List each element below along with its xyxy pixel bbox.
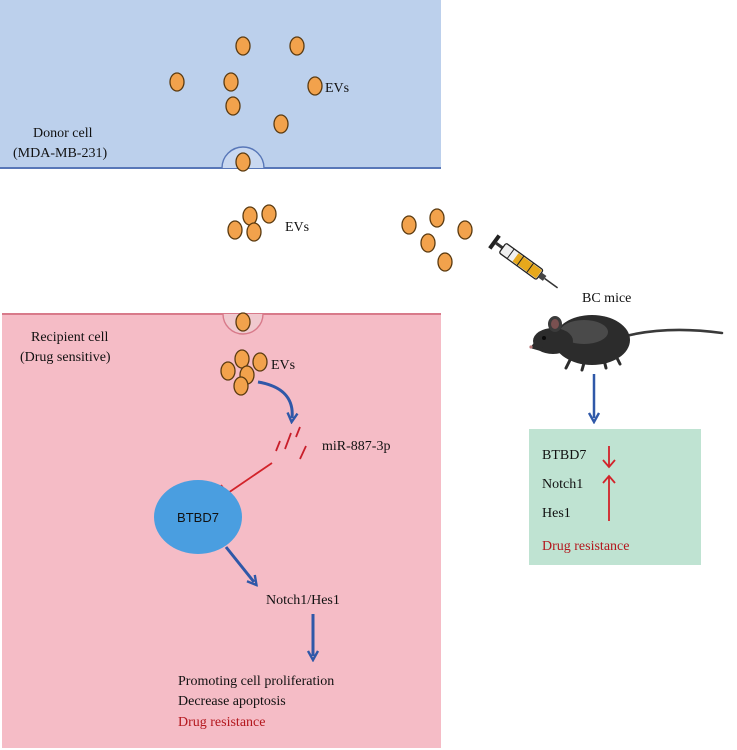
mice-drug-resistance: Drug resistance — [542, 539, 629, 554]
ev-particle — [457, 220, 473, 240]
injected-evs — [401, 208, 473, 272]
ev-particle — [223, 72, 239, 92]
recipient-cell-subtitle: (Drug sensitive) — [20, 350, 111, 365]
ev-particle — [252, 352, 268, 372]
outcome-proliferation: Promoting cell proliferation — [178, 674, 334, 689]
ev-particle — [233, 376, 249, 396]
recipient-ev-label: EVs — [271, 358, 295, 373]
down-arrow-icon — [602, 446, 616, 469]
donor-ev-label: EVs — [325, 81, 349, 96]
mice-result-box: BTBD7 Notch1 Hes1 Drug resistance — [529, 429, 701, 565]
ev-particle — [235, 152, 251, 172]
ev-particle — [261, 204, 277, 224]
result-box-background — [529, 429, 701, 565]
ev-particle — [289, 36, 305, 56]
marker-notch1: Notch1 — [542, 477, 583, 492]
btbd7-node — [154, 480, 242, 554]
recipient-cell-title: Recipient cell — [31, 330, 108, 345]
ev-particle — [420, 233, 436, 253]
syringe-icon — [488, 234, 559, 289]
ev-particle — [401, 215, 417, 235]
mouse-icon — [529, 315, 724, 372]
outcome-apoptosis: Decrease apoptosis — [178, 694, 286, 709]
ev-to-mirna-arrow — [257, 380, 292, 418]
marker-hes1: Hes1 — [542, 506, 571, 521]
marker-btbd7: BTBD7 — [542, 448, 586, 463]
donor-cell-title: Donor cell — [33, 126, 93, 141]
ev-particle — [429, 208, 445, 228]
mice-label: BC mice — [582, 291, 631, 306]
notch-hes-label: Notch1/Hes1 — [266, 593, 340, 608]
ev-particle — [235, 312, 251, 332]
donor-cell: EVs Donor cell (MDA-MB-231) — [0, 0, 441, 172]
donor-cell-subtitle: (MDA-MB-231) — [13, 146, 107, 161]
transit-evs: EVs — [227, 204, 309, 242]
up-arrow-icon — [602, 474, 616, 521]
ev-particle — [307, 76, 323, 96]
ev-particle — [246, 222, 262, 242]
ev-particle — [234, 349, 250, 369]
ev-particle — [225, 96, 241, 116]
outcome-drug-resistance: Drug resistance — [178, 715, 265, 730]
mirna-strand-icon — [275, 426, 307, 460]
ev-particle — [273, 114, 289, 134]
ev-particle — [437, 252, 453, 272]
transit-ev-label: EVs — [285, 220, 309, 235]
btbd7-to-notch-arrow — [224, 546, 254, 582]
ev-particle — [235, 36, 251, 56]
ev-particle — [227, 220, 243, 240]
recipient-cell: Recipient cell (Drug sensitive) EVs miR-… — [2, 312, 441, 748]
ev-particle — [242, 206, 258, 226]
ev-particle — [220, 361, 236, 381]
ev-particle — [169, 72, 185, 92]
donor-cell-background — [0, 0, 441, 168]
btbd7-label: BTBD7 — [177, 510, 219, 525]
mirna-label: miR-887-3p — [322, 439, 390, 454]
